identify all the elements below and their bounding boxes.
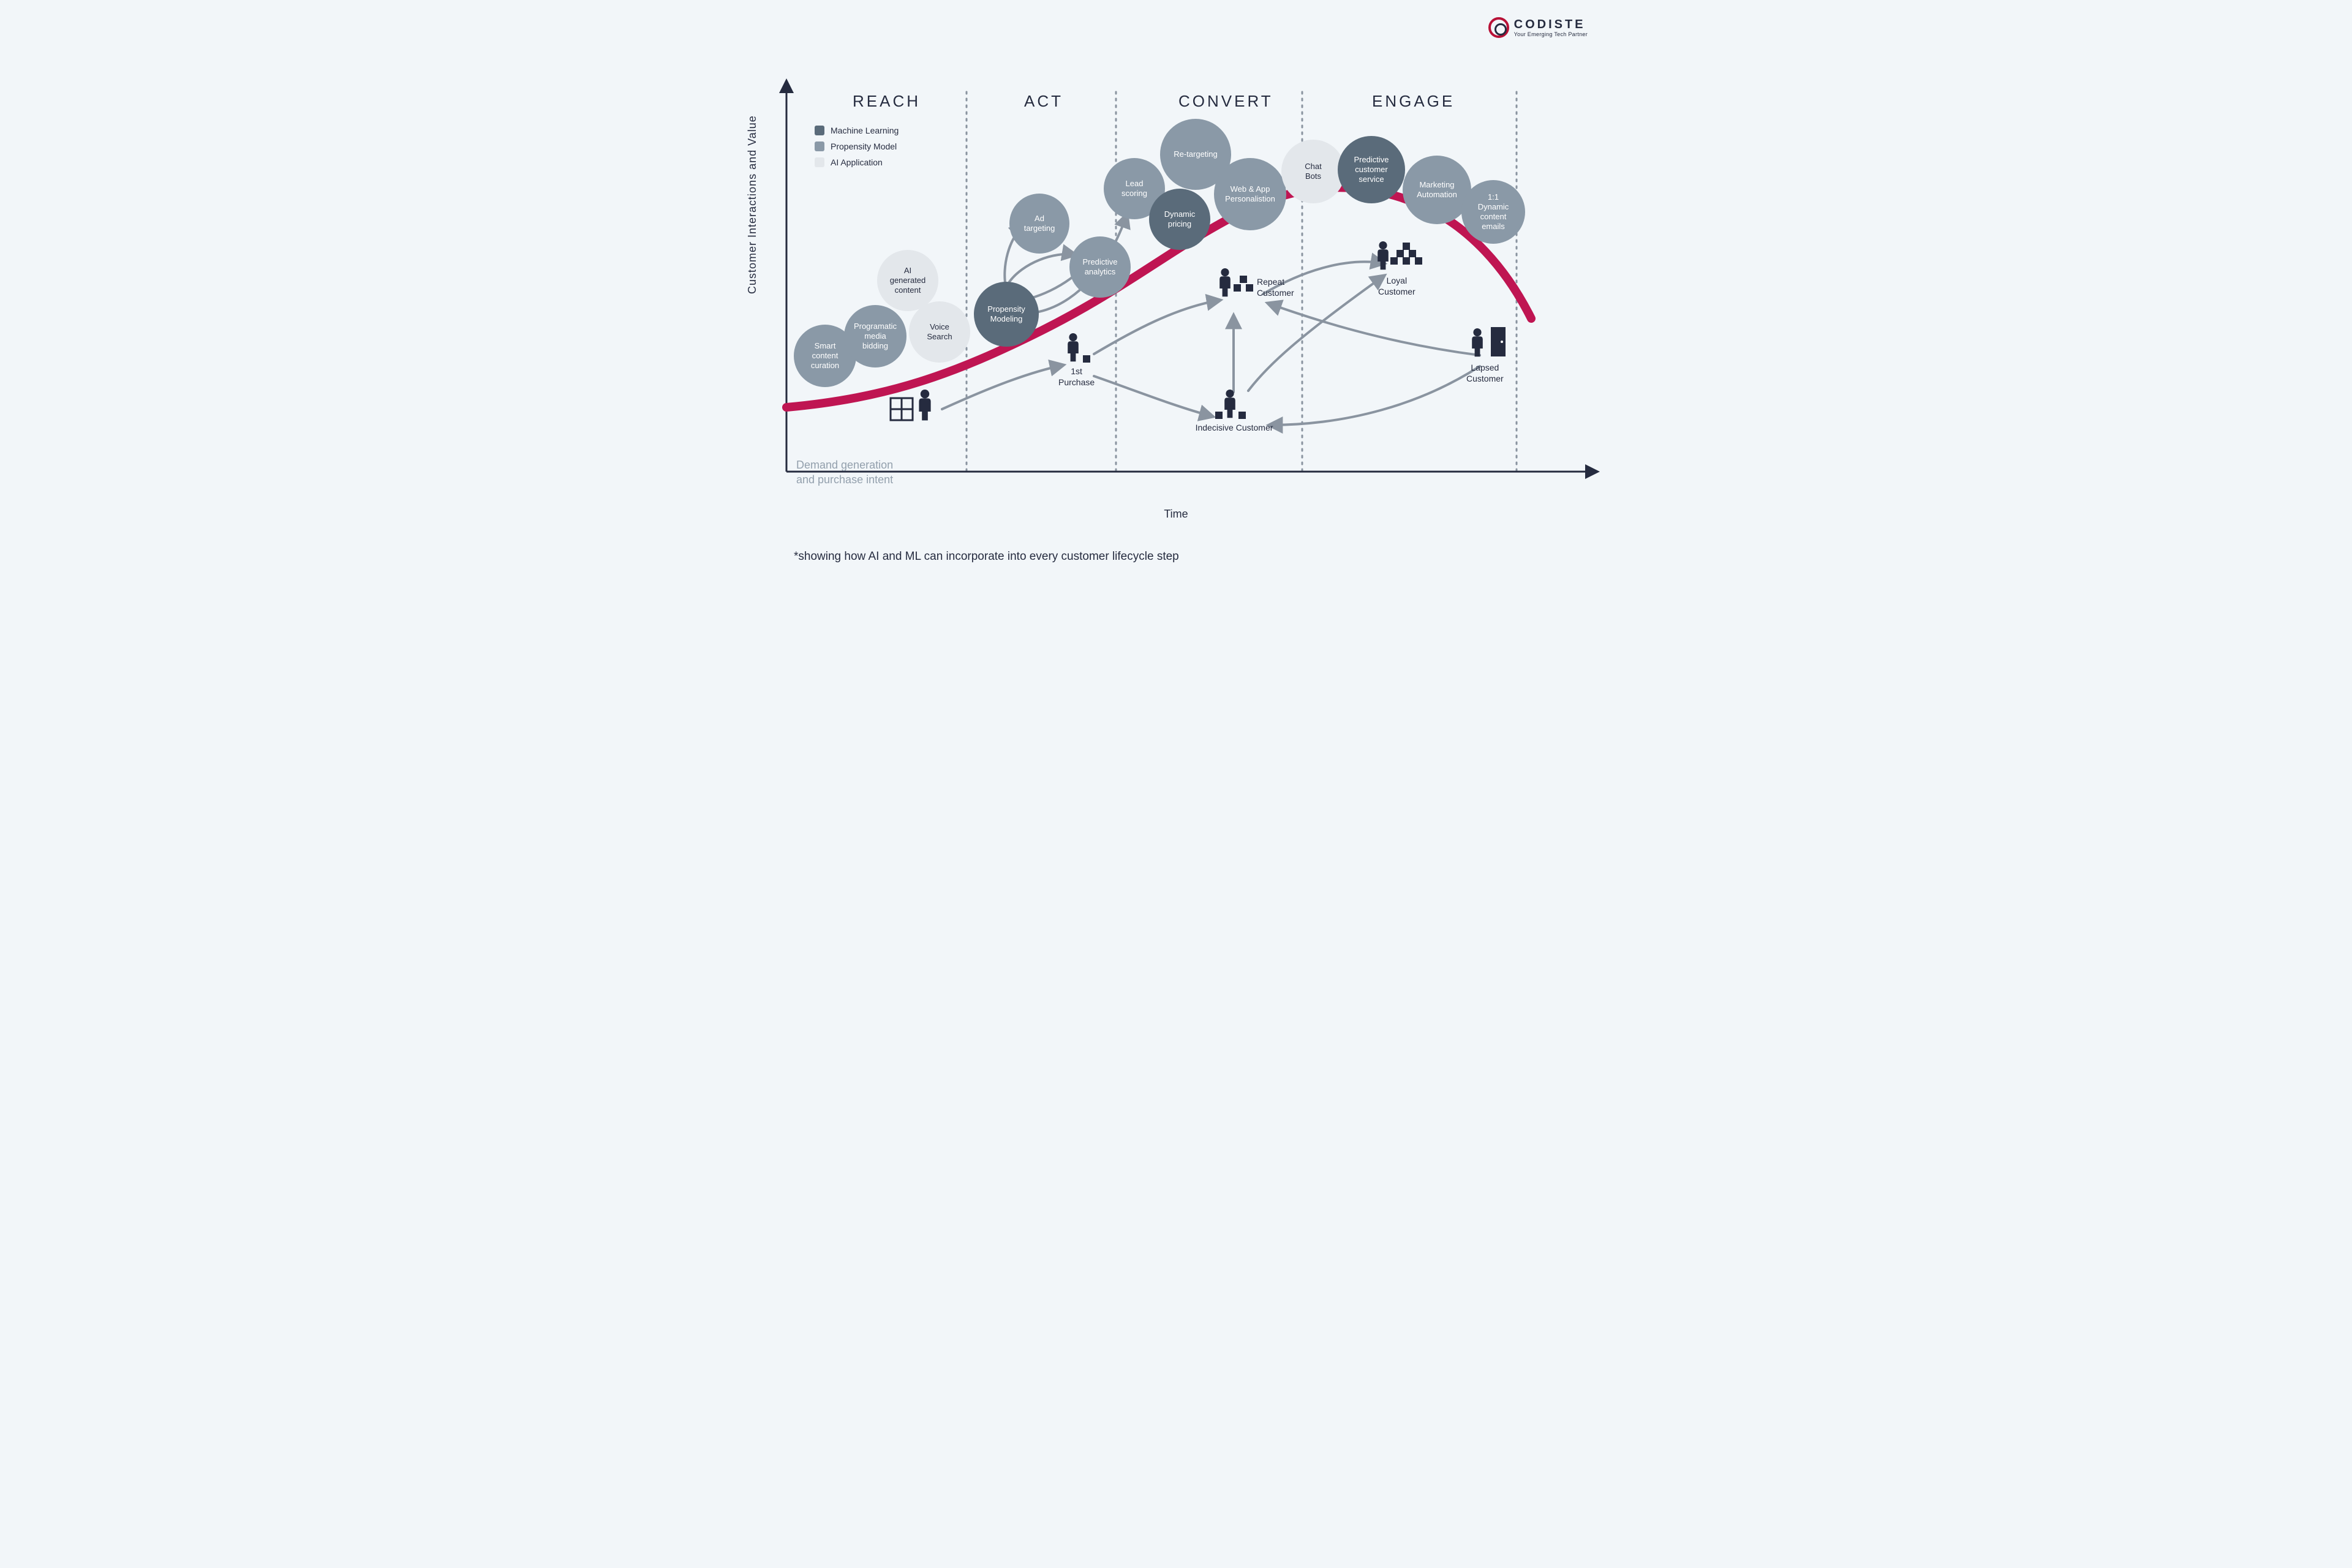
bubble: Web & AppPersonalistion — [1214, 158, 1286, 230]
legend-label: Propensity Model — [831, 141, 897, 151]
brand-logo-text: CODISTE Your Emerging Tech Partner — [1514, 18, 1588, 37]
persona-label-indecisive: Indecisive Customer — [1188, 423, 1280, 434]
bubble: ChatBots — [1281, 140, 1345, 203]
stage-title-convert: CONVERT — [1178, 92, 1273, 111]
legend: Machine Learning Propensity Model AI Appli… — [815, 126, 899, 167]
bubble: Adtargeting — [1009, 194, 1069, 254]
legend-swatch — [815, 157, 824, 167]
brand-logo-mark — [1488, 17, 1509, 38]
demand-generation-note: Demand generationand purchase intent — [796, 458, 893, 487]
x-axis-label: Time — [735, 508, 1617, 521]
y-axis-label: Customer Interactions and Value — [746, 115, 759, 294]
persona-label-repeat: RepeatCustomer — [1257, 277, 1294, 298]
legend-swatch — [815, 141, 824, 151]
legend-item: Propensity Model — [815, 141, 899, 151]
brand-tagline: Your Emerging Tech Partner — [1514, 32, 1588, 37]
bubble: AIgeneratedcontent — [877, 250, 938, 311]
bubble: Dynamicpricing — [1149, 189, 1210, 250]
legend-label: AI Application — [831, 157, 883, 167]
persona-label-first: 1stPurchase — [1058, 366, 1095, 388]
legend-item: AI Application — [815, 157, 899, 167]
bubble: 1:1Dynamiccontentemails — [1461, 180, 1525, 244]
stage-title-engage: ENGAGE — [1372, 92, 1455, 111]
brand-name: CODISTE — [1514, 18, 1588, 31]
legend-item: Machine Learning — [815, 126, 899, 135]
legend-swatch — [815, 126, 824, 135]
brand-logo: CODISTE Your Emerging Tech Partner — [1488, 17, 1588, 38]
stage-title-reach: REACH — [853, 92, 921, 111]
footnote: *showing how AI and ML can incorporate i… — [794, 550, 1179, 564]
persona-label-lapsed: LapsedCustomer — [1466, 363, 1504, 384]
persona-label-loyal: LoyalCustomer — [1378, 276, 1415, 297]
infographic-canvas: CODISTE Your Emerging Tech Partner REACH… — [735, 0, 1617, 588]
axes-svg — [735, 0, 1617, 588]
stage-title-act: ACT — [1024, 92, 1063, 111]
bubble: PropensityModeling — [974, 282, 1039, 347]
bubble: Predictivecustomerservice — [1338, 136, 1405, 203]
bubble: Predictiveanalytics — [1069, 236, 1131, 298]
bubble: VoiceSearch — [909, 301, 970, 363]
legend-label: Machine Learning — [831, 126, 899, 135]
bubble: Programaticmediabidding — [844, 305, 907, 368]
